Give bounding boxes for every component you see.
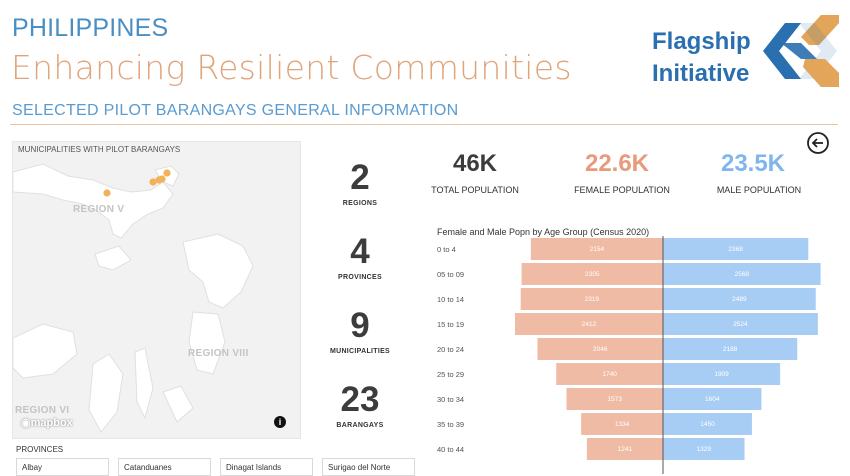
age-group-label: 20 to 24 <box>437 345 464 354</box>
male-bar[interactable] <box>663 388 762 410</box>
regions-count: 2 <box>350 158 370 197</box>
male-bar[interactable] <box>663 363 781 385</box>
male-value-label: 2524 <box>733 321 748 328</box>
female-value-label: 1334 <box>615 421 630 428</box>
female-value-label: 2154 <box>590 246 605 253</box>
female-population-value: 22.6K <box>584 150 650 177</box>
philippines-map[interactable]: REGION V REGION VIII REGION VI <box>13 142 300 438</box>
mapbox-text: mapbox <box>30 417 73 429</box>
page-subtitle: SELECTED PILOT BARANGAYS GENERAL INFORMA… <box>12 102 459 119</box>
male-value-label: 1450 <box>700 421 715 428</box>
map-marker[interactable] <box>158 175 166 183</box>
provinces-title: PROVINCES <box>16 445 64 454</box>
female-value-label: 2412 <box>582 321 597 328</box>
male-value-label: 2568 <box>735 271 750 278</box>
female-bar[interactable] <box>586 438 663 460</box>
male-population-value: 23.5K <box>720 150 786 177</box>
female-bar[interactable] <box>537 338 663 360</box>
male-value-label: 1909 <box>714 371 729 378</box>
male-population-label: MALE POPULATION <box>716 185 802 195</box>
age-group-label: 30 to 34 <box>437 395 464 404</box>
provinces-label: PROVINCES <box>338 274 382 281</box>
province-chip[interactable]: Catanduanes <box>118 458 211 476</box>
flagship-logo-text: Flagship Initiative <box>652 26 751 90</box>
female-population-label: FEMALE POPULATION <box>574 185 670 195</box>
male-value-label: 2368 <box>728 246 743 253</box>
female-value-label: 1573 <box>608 396 623 403</box>
back-arrow-circle-icon[interactable] <box>806 131 830 155</box>
chart-title: Female and Male Popn by Age Group (Censu… <box>437 227 650 237</box>
female-value-label: 2305 <box>585 271 600 278</box>
female-bar[interactable] <box>566 388 663 410</box>
barangays-label: BARANGAYS <box>336 422 384 429</box>
province-chip[interactable]: Surigao del Norte <box>322 458 415 476</box>
male-bar[interactable] <box>663 263 821 285</box>
logo-line-2: Initiative <box>652 60 750 87</box>
male-value-label: 2188 <box>723 346 738 353</box>
map-marker[interactable] <box>163 169 171 177</box>
regions-label: REGIONS <box>342 200 378 207</box>
female-value-label: 1740 <box>602 371 617 378</box>
provinces-count: 4 <box>350 232 370 271</box>
municipalities-count: 9 <box>350 306 370 345</box>
age-group-label: 25 to 29 <box>437 370 464 379</box>
region-label: REGION VI <box>15 405 69 416</box>
page-title: Enhancing Resilient Communities <box>11 48 572 87</box>
age-group-label: 15 to 19 <box>437 320 464 329</box>
total-population-label: TOTAL POPULATION <box>431 185 519 195</box>
mapbox-attribution[interactable]: ◉mapbox <box>21 416 73 429</box>
logo-line-1: Flagship <box>652 28 751 55</box>
map-info-icon[interactable]: i <box>274 416 286 428</box>
map-marker[interactable] <box>103 189 111 197</box>
region-label: REGION V <box>73 204 124 215</box>
female-bar[interactable] <box>556 363 663 385</box>
female-bar[interactable] <box>521 263 663 285</box>
female-bar[interactable] <box>515 313 663 335</box>
male-value-label: 2489 <box>732 296 747 303</box>
male-bar[interactable] <box>663 438 745 460</box>
male-value-label: 1329 <box>697 446 712 453</box>
male-bar[interactable] <box>663 238 809 260</box>
region-label: REGION VIII <box>188 348 249 359</box>
female-bar[interactable] <box>520 288 663 310</box>
male-value-label: 1604 <box>705 396 720 403</box>
age-pyramid-chart[interactable]: 0 to 4 2154 2368 05 to 09 2305 2568 10 to 14 23… <box>430 236 830 474</box>
barangays-count: 23 <box>340 380 380 419</box>
map-marker[interactable] <box>149 178 157 186</box>
age-group-label: 05 to 09 <box>437 270 464 279</box>
male-bar[interactable] <box>663 313 818 335</box>
age-group-label: 35 to 39 <box>437 420 464 429</box>
female-bar[interactable] <box>581 413 663 435</box>
total-population-value: 46K <box>452 150 498 177</box>
female-bar[interactable] <box>530 238 663 260</box>
province-chip[interactable]: Albay <box>16 458 109 476</box>
map-panel[interactable]: REGION V REGION VIII REGION VI MUNICIPAL… <box>12 141 301 439</box>
male-bar[interactable] <box>663 413 752 435</box>
male-bar[interactable] <box>663 288 816 310</box>
male-bar[interactable] <box>663 338 798 360</box>
female-value-label: 2046 <box>593 346 608 353</box>
age-group-label: 40 to 44 <box>437 445 464 454</box>
flagship-logo-mark <box>763 15 839 87</box>
municipalities-label: MUNICIPALITIES <box>329 348 391 355</box>
female-value-label: 2319 <box>585 296 600 303</box>
map-title: MUNICIPALITIES WITH PILOT BARANGAYS <box>18 145 181 154</box>
age-group-label: 10 to 14 <box>437 295 464 304</box>
header-divider <box>10 124 838 125</box>
mapbox-logo-icon: ◉ <box>21 417 31 429</box>
country-title: PHILIPPINES <box>12 14 169 42</box>
province-chip[interactable]: Dinagat Islands <box>220 458 313 476</box>
female-value-label: 1241 <box>618 446 633 453</box>
age-group-label: 0 to 4 <box>437 245 456 254</box>
